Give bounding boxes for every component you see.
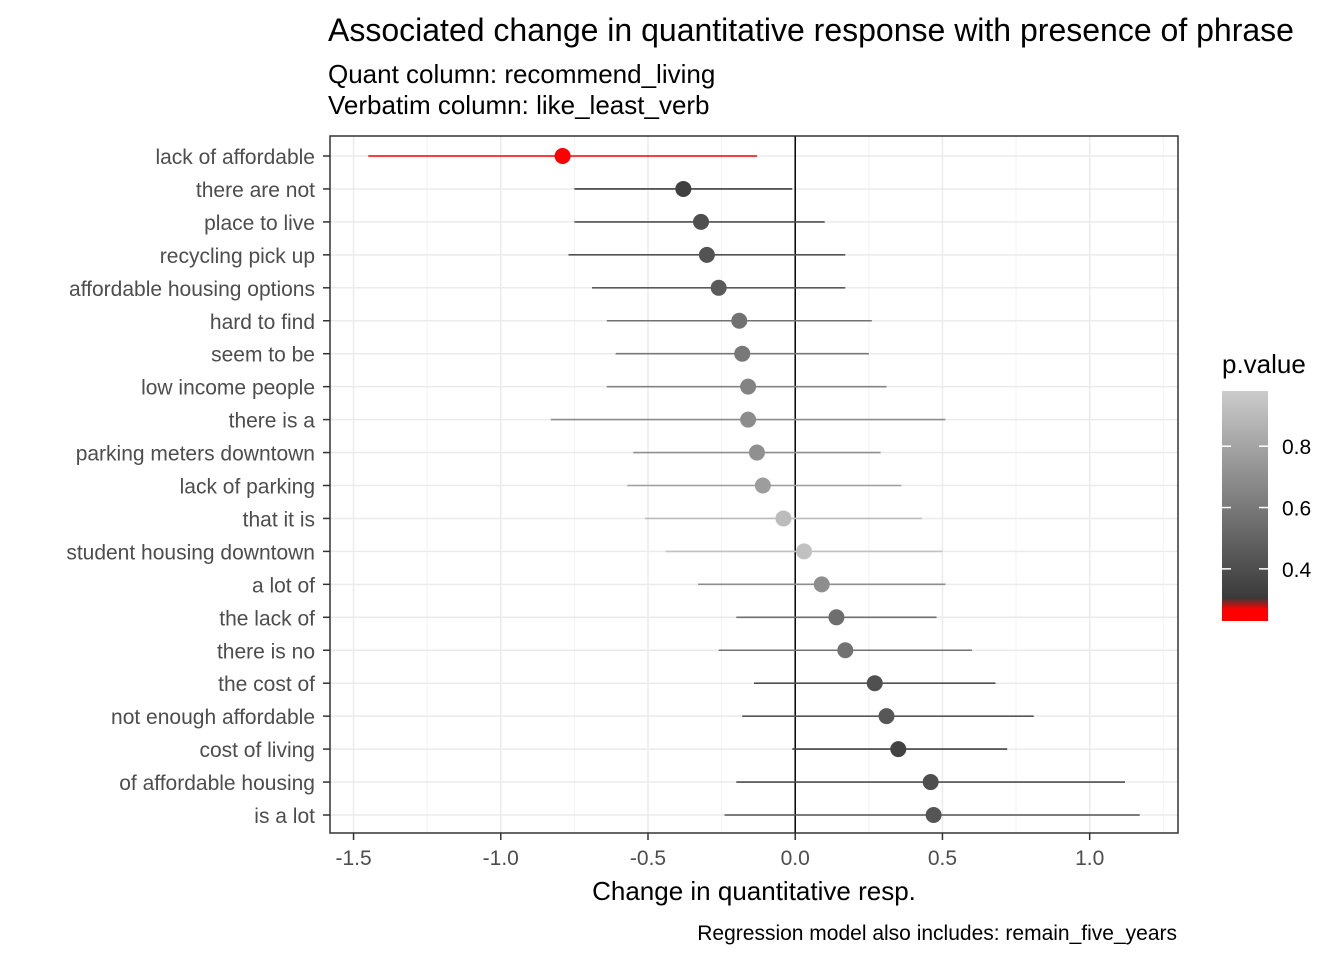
color-legend: p.value 0.8 0.6 0.4 [1222, 349, 1312, 621]
y-tick-label: student housing downtown [66, 541, 315, 564]
y-tick-label: place to live [204, 212, 315, 235]
y-tick-label: low income people [141, 377, 315, 400]
legend-colorbar [1222, 391, 1268, 621]
y-tick-label: is a lot [254, 805, 315, 828]
estimate-point [554, 148, 571, 164]
y-tick-label: there is no [217, 640, 315, 663]
x-tick-label: -1.5 [335, 847, 371, 870]
x-tick-label: 0.0 [781, 847, 810, 870]
y-axis: lack of affordable there are not place to … [66, 146, 330, 828]
x-axis-title: Change in quantitative resp. [592, 876, 916, 906]
x-tick-label: -1.0 [483, 847, 519, 870]
y-tick-label: there are not [196, 179, 315, 202]
estimate-point [878, 708, 895, 725]
estimate-point [922, 774, 939, 791]
estimate-point [866, 675, 883, 692]
estimate-point [754, 477, 771, 494]
x-tick-label: -0.5 [630, 847, 666, 870]
estimate-point [837, 642, 854, 659]
y-tick-label: the cost of [218, 673, 315, 696]
estimate-point [698, 246, 715, 263]
legend-ticks: 0.8 0.6 0.4 [1222, 436, 1312, 582]
y-tick-label: hard to find [210, 311, 315, 334]
plot-border [329, 135, 1179, 834]
plot-panel [329, 135, 1179, 834]
chart-subtitle-line-2: Verbatim column: like_least_verb [328, 90, 710, 120]
y-tick-label: seem to be [211, 344, 315, 367]
data-marks [368, 148, 1140, 823]
y-tick-label: affordable housing options [69, 278, 315, 301]
legend-tick-label: 0.4 [1282, 559, 1312, 582]
chart-subtitle-line-1: Quant column: recommend_living [328, 59, 715, 89]
plot-background [330, 136, 1178, 833]
x-axis: -1.5 -1.0 -0.5 0.0 0.5 1.0 [335, 833, 1104, 870]
estimate-point [925, 807, 942, 823]
estimate-point [775, 510, 792, 527]
y-tick-label: cost of living [199, 739, 315, 762]
chart-caption: Regression model also includes: remain_f… [697, 922, 1177, 945]
y-tick-label: of affordable housing [119, 772, 315, 795]
y-tick-label: not enough affordable [111, 706, 315, 729]
estimate-point [675, 180, 692, 197]
estimate-point [890, 741, 907, 758]
y-tick-label: the lack of [219, 607, 315, 630]
chart-title: Associated change in quantitative respon… [328, 12, 1294, 48]
estimate-point [740, 411, 757, 428]
x-tick-label: 1.0 [1075, 847, 1104, 870]
estimate-point [693, 213, 709, 230]
estimate-point [796, 543, 813, 560]
estimate-point [710, 279, 727, 296]
y-tick-label: parking meters downtown [76, 443, 315, 466]
estimate-point [740, 378, 757, 395]
y-tick-label: there is a [229, 410, 316, 433]
legend-tick-label: 0.6 [1282, 498, 1311, 521]
legend-title: p.value [1222, 349, 1306, 379]
legend-tick-label: 0.8 [1282, 436, 1311, 459]
y-tick-label: lack of affordable [155, 146, 315, 169]
estimate-point [828, 609, 845, 626]
y-tick-label: a lot of [252, 574, 315, 597]
estimate-point [748, 444, 765, 461]
y-tick-label: lack of parking [180, 476, 315, 499]
x-tick-label: 0.5 [928, 847, 957, 870]
estimate-point [731, 312, 748, 329]
estimate-point [813, 576, 830, 593]
estimate-point [734, 345, 751, 362]
y-tick-label: recycling pick up [160, 245, 315, 268]
y-tick-label: that it is [243, 508, 315, 531]
